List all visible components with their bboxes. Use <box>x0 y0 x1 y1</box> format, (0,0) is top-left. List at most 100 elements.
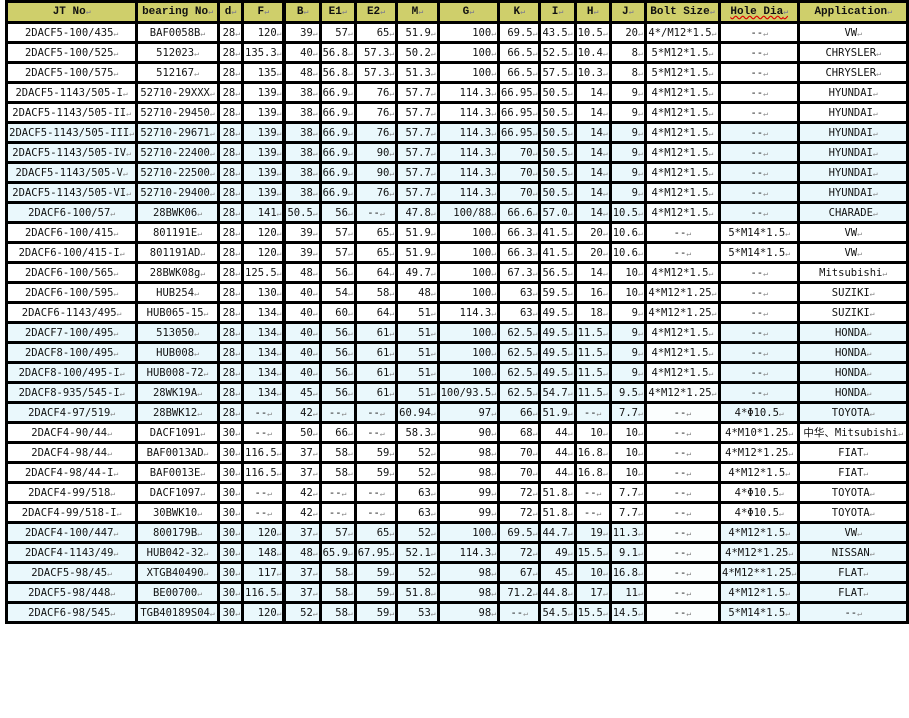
cell-bolt-size: -- <box>643 241 722 264</box>
cell-bearing-no: 28BWK08g <box>135 261 220 284</box>
cell-value: 66.95 <box>502 127 537 139</box>
cell-application: HYUNDAI <box>797 101 909 124</box>
cell-k: 66.6 <box>496 201 542 224</box>
cell-value: 139 <box>258 187 282 199</box>
cell-j: 7.7 <box>608 481 647 504</box>
cell-hole-dia: -- <box>717 341 801 364</box>
cell-value: 100 <box>472 287 495 299</box>
cell-value: HONDA <box>835 367 871 379</box>
cell-f: -- <box>241 401 286 424</box>
cell-value: 57 <box>335 527 352 539</box>
cell-value: 98 <box>479 607 496 619</box>
cell-f: 135 <box>241 61 286 84</box>
cell-value: 114.3 <box>460 187 496 199</box>
cell-value: 51.8 <box>543 507 572 519</box>
cell-value: -- <box>674 487 691 499</box>
cell-j: 14.5 <box>608 601 647 624</box>
cell-bolt-size: -- <box>643 541 722 564</box>
cell-value: 57.0 <box>543 207 572 219</box>
cell-value: 57 <box>335 247 352 259</box>
cell-b: 42 <box>282 401 322 424</box>
cell-j: 16.8 <box>608 561 647 584</box>
cell-value: 114.3 <box>460 307 496 319</box>
cell-value: 28 <box>223 47 240 59</box>
cell-value: -- <box>674 527 691 539</box>
cell-jt-no: 2DACF5-1143/505-IV <box>4 141 139 164</box>
cell-e2: 76 <box>353 181 399 204</box>
cell-value: 120 <box>258 227 282 239</box>
table-row: 2DACF4-99/518-I 30BWK10 30 -- 42 -- -- 63 99 72 51… <box>4 501 909 524</box>
cell-value: 116.5 <box>246 447 282 459</box>
cell-value: 59 <box>377 467 394 479</box>
cell-value: 4*M12**1.25 <box>723 567 796 579</box>
cell-e1: 56 <box>318 321 357 344</box>
cell-e2: 59 <box>353 561 399 584</box>
cell-i: 56.5 <box>538 261 577 284</box>
cell-value: 63 <box>418 507 435 519</box>
cell-m: 60.94 <box>395 401 440 424</box>
cell-value: -- <box>674 587 691 599</box>
cell-value: 130 <box>258 287 282 299</box>
cell-value: 39 <box>300 27 317 39</box>
cell-i: 41.5 <box>538 241 577 264</box>
cell-e1: 57 <box>318 21 357 44</box>
cell-m: 51 <box>395 301 440 324</box>
cell-m: 63 <box>395 501 440 524</box>
cell-value: 9 <box>632 327 643 339</box>
cell-b: 39 <box>282 241 322 264</box>
cell-application: VW <box>797 21 909 44</box>
cell-value: 51 <box>418 347 435 359</box>
table-row: 2DACF5-1143/505-IV 52710-22400 28 139 38 66.9… <box>4 141 909 164</box>
cell-value: 134 <box>258 327 282 339</box>
cell-b: 38 <box>282 141 322 164</box>
cell-value: 60.94 <box>400 407 435 419</box>
cell-bearing-no: BAF0058B <box>135 21 220 44</box>
cell-value: 63 <box>520 287 537 299</box>
cell-d: 28 <box>216 321 245 344</box>
cell-value: BAF0058B <box>150 27 205 39</box>
cell-value: -- <box>674 427 691 439</box>
cell-value: 801191E <box>153 227 202 239</box>
cell-k: 70 <box>496 161 542 184</box>
cell-e2: 65 <box>353 21 399 44</box>
cell-value: TOYOTA <box>832 507 875 519</box>
cell-value: 100 <box>472 367 495 379</box>
cell-m: 52.1 <box>395 541 440 564</box>
cell-g: 100/88 <box>436 201 501 224</box>
cell-value: 57 <box>335 227 352 239</box>
cell-m: 57.7 <box>395 161 440 184</box>
cell-value: 28 <box>223 327 240 339</box>
cell-b: 37 <box>282 581 322 604</box>
cell-h: 14 <box>573 181 612 204</box>
cell-d: 30 <box>216 441 245 464</box>
cell-f: 139 <box>241 161 286 184</box>
cell-d: 28 <box>216 101 245 124</box>
cell-value: 30 <box>223 447 240 459</box>
cell-value: 28 <box>223 307 240 319</box>
cell-value: -- <box>844 607 861 619</box>
cell-d: 28 <box>216 241 245 264</box>
cell-value: 50.5 <box>543 147 572 159</box>
cell-h: 11.5 <box>573 321 612 344</box>
cell-value: 51 <box>418 327 435 339</box>
cell-k: 72 <box>496 501 542 524</box>
cell-j: 8 <box>608 41 647 64</box>
cell-value: -- <box>367 207 384 219</box>
cell-value: -- <box>750 27 767 39</box>
cell-value: 4*Φ10.5 <box>735 487 784 499</box>
cell-application: TOYOTA <box>797 401 909 424</box>
cell-bearing-no: 513050 <box>135 321 220 344</box>
cell-value: 513050 <box>156 327 199 339</box>
cell-value: 28 <box>223 247 240 259</box>
cell-bolt-size: -- <box>643 421 722 444</box>
cell-e2: 59 <box>353 601 399 624</box>
cell-value: 28 <box>223 287 240 299</box>
cell-bolt-size: -- <box>643 521 722 544</box>
cell-hole-dia: 4*M12*1.25 <box>717 541 801 564</box>
cell-value: 51.9 <box>405 227 435 239</box>
cell-b: 39 <box>282 21 322 44</box>
cell-i: 44.8 <box>538 581 577 604</box>
cell-value: 100 <box>472 527 495 539</box>
cell-e2: 61 <box>353 341 399 364</box>
cell-value: 71.2 <box>507 587 537 599</box>
